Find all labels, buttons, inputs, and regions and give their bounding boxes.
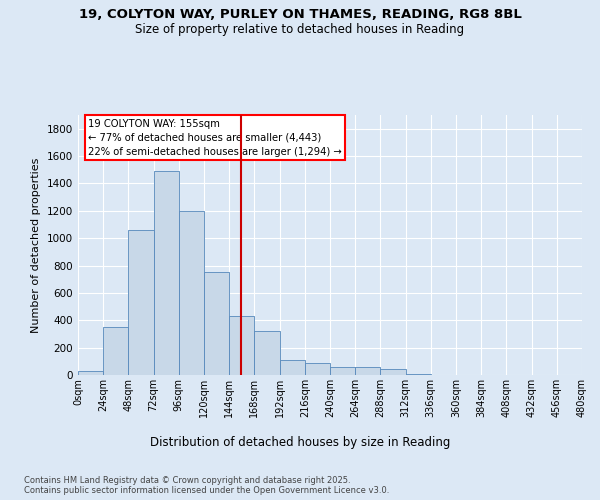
Bar [380, 369, 406, 375]
Bar [128, 230, 154, 375]
Bar [305, 362, 330, 375]
Bar [254, 331, 280, 375]
Bar [355, 368, 380, 375]
Bar [204, 272, 229, 375]
Bar [103, 327, 128, 375]
Bar [330, 368, 355, 375]
Y-axis label: Number of detached properties: Number of detached properties [31, 158, 41, 332]
Text: Size of property relative to detached houses in Reading: Size of property relative to detached ho… [136, 22, 464, 36]
Text: 19 COLYTON WAY: 155sqm
← 77% of detached houses are smaller (4,443)
22% of semi-: 19 COLYTON WAY: 155sqm ← 77% of detached… [88, 119, 342, 157]
Bar [280, 360, 305, 375]
Bar [406, 374, 431, 375]
Text: 19, COLYTON WAY, PURLEY ON THAMES, READING, RG8 8BL: 19, COLYTON WAY, PURLEY ON THAMES, READI… [79, 8, 521, 20]
Bar [229, 316, 254, 375]
Bar [179, 211, 204, 375]
Text: Distribution of detached houses by size in Reading: Distribution of detached houses by size … [150, 436, 450, 449]
Bar [78, 371, 103, 375]
Bar [154, 171, 179, 375]
Text: Contains HM Land Registry data © Crown copyright and database right 2025.
Contai: Contains HM Land Registry data © Crown c… [24, 476, 389, 495]
